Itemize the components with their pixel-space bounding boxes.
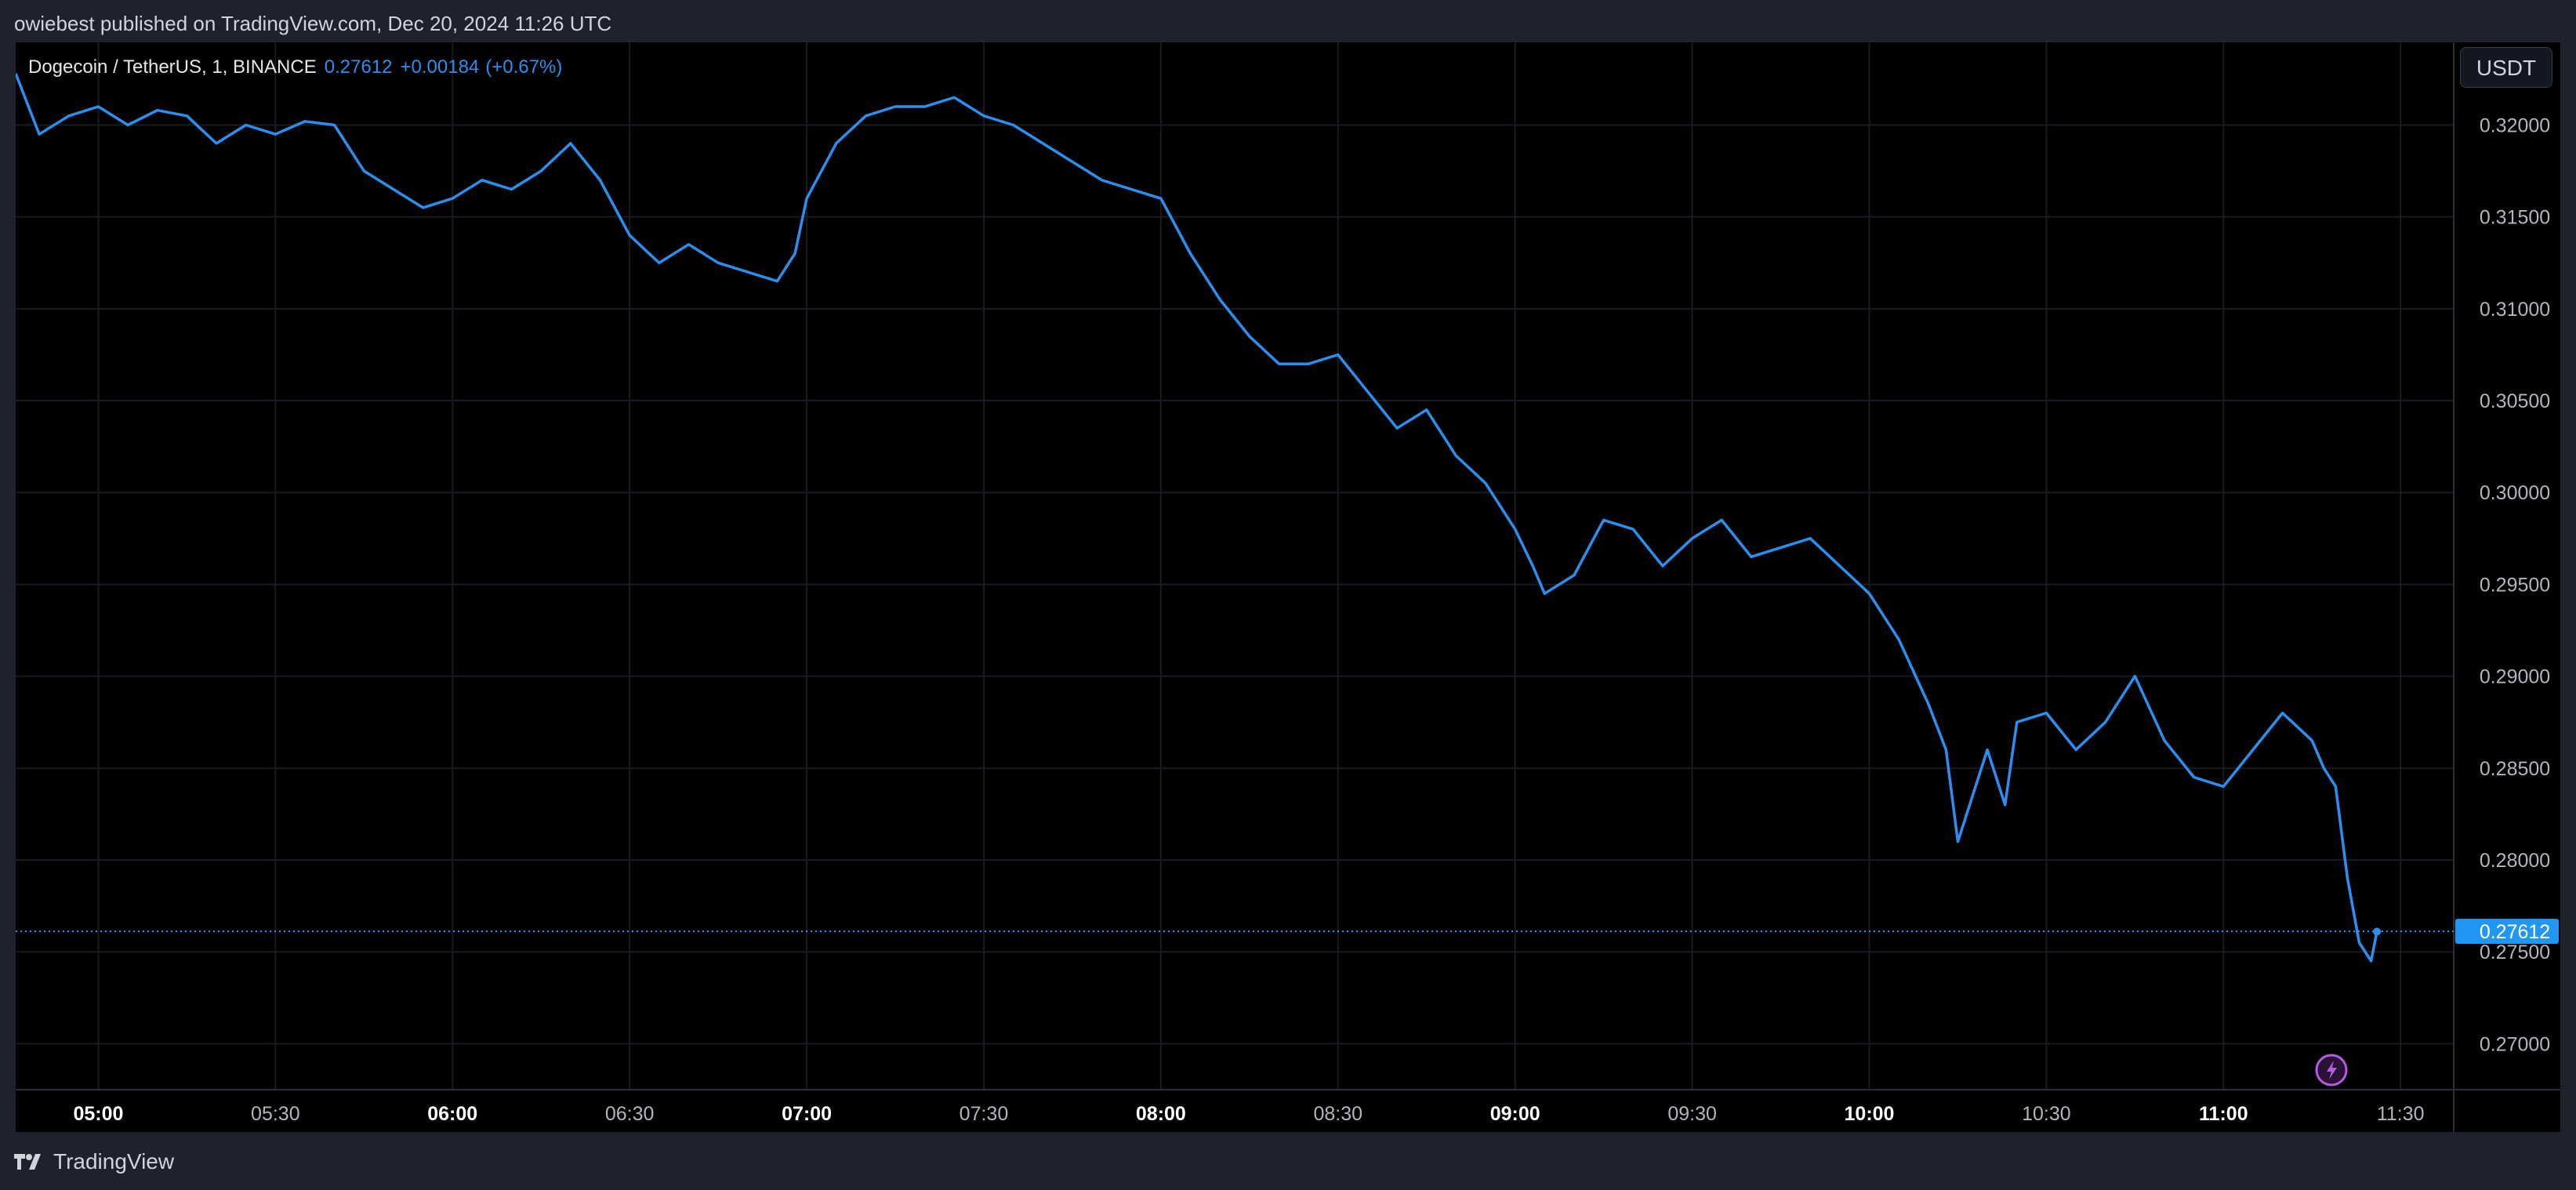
y-tick-label: 0.32000 <box>2480 114 2550 136</box>
legend-symbol: Dogecoin / TetherUS, 1, BINANCE <box>28 56 317 78</box>
chart-area[interactable]: 0.27000 0.27500 0.28000 0.28500 0.29000 0.295… <box>16 42 2560 1132</box>
tradingview-logo-icon <box>14 1154 41 1170</box>
x-tick-label: 06:30 <box>605 1103 655 1125</box>
y-tick-label: 0.29500 <box>2480 574 2550 596</box>
x-tick-label: 08:30 <box>1313 1103 1362 1125</box>
x-tick-label: 06:00 <box>427 1103 477 1125</box>
symbol-legend[interactable]: Dogecoin / TetherUS, 1, BINANCE 0.27612 +0… <box>28 52 562 83</box>
lightning-bolt-glyph <box>2327 1061 2337 1079</box>
price-series-line <box>16 73 2378 963</box>
footer-brand[interactable]: TradingView <box>14 1146 174 1177</box>
y-tick-label: 0.31000 <box>2480 299 2550 321</box>
y-tick-label: 0.28500 <box>2480 758 2550 780</box>
x-tick-label: 10:00 <box>1845 1103 1895 1125</box>
x-tick-label: 11:00 <box>2199 1103 2248 1125</box>
x-tick-label: 11:30 <box>2377 1103 2425 1125</box>
y-tick-label: 0.29000 <box>2480 666 2550 688</box>
x-tick-label: 10:30 <box>2022 1103 2071 1125</box>
x-tick-label: 07:00 <box>782 1103 832 1125</box>
y-tick-label: 0.30000 <box>2480 482 2550 504</box>
x-tick-label: 09:30 <box>1667 1103 1717 1125</box>
legend-change-pct: (+0.67%) <box>485 56 563 78</box>
y-tick-label: 0.27500 <box>2480 941 2550 963</box>
x-tick-label: 05:00 <box>73 1103 123 1125</box>
price-chart[interactable]: 0.27000 0.27500 0.28000 0.28500 0.29000 0.295… <box>16 42 2560 1132</box>
publisher-line: owiebest published on TradingView.com, D… <box>14 12 612 35</box>
legend-last-price: 0.27612 <box>324 56 393 78</box>
x-tick-label: 07:30 <box>960 1103 1009 1125</box>
y-tick-label: 0.27000 <box>2480 1033 2550 1055</box>
footer-brand-label: TradingView <box>53 1149 175 1174</box>
x-tick-label: 05:30 <box>251 1103 300 1125</box>
x-tick-label: 09:00 <box>1490 1103 1540 1125</box>
y-tick-label: 0.31500 <box>2480 207 2550 229</box>
last-price-tag-label: 0.27612 <box>2480 921 2550 943</box>
last-price-point <box>2373 927 2382 936</box>
currency-button[interactable]: USDT <box>2460 47 2552 88</box>
x-tick-label: 08:00 <box>1136 1103 1186 1125</box>
y-tick-label: 0.30500 <box>2480 390 2550 412</box>
last-price-tag <box>2455 918 2559 944</box>
legend-change: +0.00184 <box>400 56 480 78</box>
y-tick-label: 0.28000 <box>2480 850 2550 872</box>
